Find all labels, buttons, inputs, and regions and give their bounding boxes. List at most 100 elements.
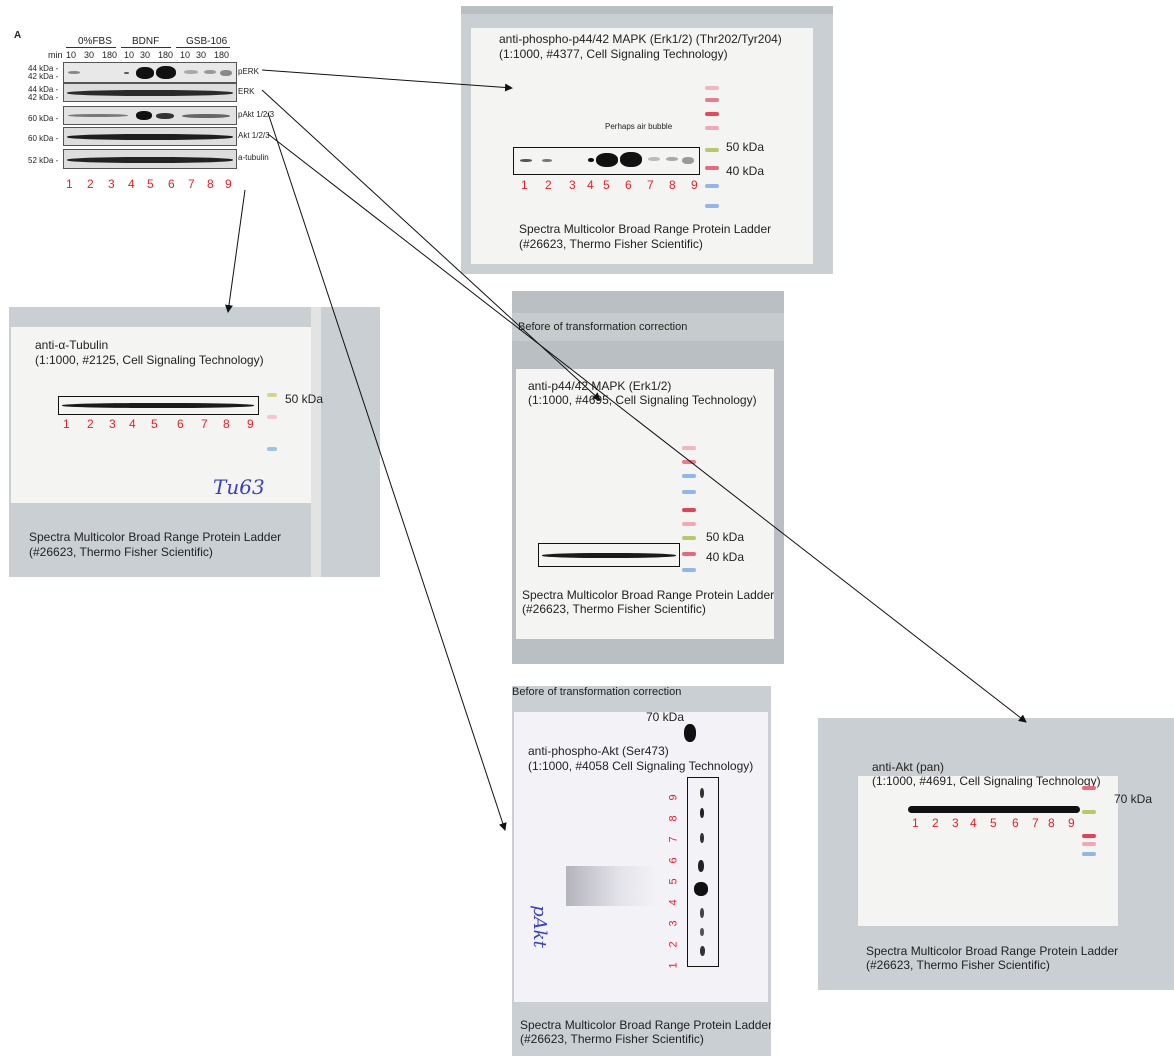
time-label: 10 (124, 50, 135, 60)
ladder (1082, 786, 1096, 866)
ladder-caption: Spectra Multicolor Broad Range Protein L… (522, 588, 775, 602)
lane-number: 4 (970, 816, 977, 830)
membrane (514, 712, 768, 1002)
pakt-scan: Before of transformation correction 70 k… (512, 686, 771, 1056)
lane-number: 3 (109, 417, 116, 431)
time-label: 30 (140, 50, 151, 60)
lane-number: 5 (603, 178, 610, 192)
lane-number: 8 (1048, 816, 1055, 830)
lane-numbers: 9 8 7 6 5 4 3 2 1 (664, 780, 684, 969)
row-label: Akt 1/2/3 (238, 131, 270, 140)
membrane (858, 776, 1118, 926)
time-label: 180 (214, 50, 230, 60)
kda-label: 50 kDa (726, 140, 765, 154)
membrane (11, 327, 311, 503)
lane-number: 3 (667, 920, 680, 927)
lane-number: 6 (168, 177, 175, 191)
handwritten-label: pAkt (528, 905, 550, 948)
ladder-caption: (#26623, Thermo Fisher Scientific) (29, 545, 213, 559)
lane-number: 7 (667, 836, 680, 843)
antibody-dilution: (1:1000, #4058 Cell Signaling Technology… (528, 759, 754, 773)
min-label: min (48, 50, 63, 60)
band-box (58, 396, 259, 415)
perk-strip (63, 62, 237, 83)
ladder-caption: Spectra Multicolor Broad Range Protein L… (519, 222, 772, 236)
lane-number: 3 (108, 177, 115, 191)
ladder-caption: (#26623, Thermo Fisher Scientific) (866, 958, 1050, 972)
ladder-band (684, 724, 696, 742)
antibody-title: anti-p44/42 MAPK (Erk1/2) (528, 379, 672, 393)
kda-label: 50 kDa (285, 392, 324, 406)
lane-number: 9 (691, 178, 698, 192)
erk-scan: Before of transformation correction anti… (512, 291, 784, 664)
ladder-caption: Spectra Multicolor Broad Range Protein L… (866, 944, 1119, 958)
lane-number: 9 (225, 177, 232, 191)
ladder-caption: (#26623, Thermo Fisher Scientific) (520, 1032, 704, 1046)
antibody-title: anti-phospho-Akt (Ser473) (528, 744, 669, 758)
lane-number: 2 (545, 178, 552, 192)
lane-number: 8 (669, 178, 676, 192)
marker-label: 42 kDa - (28, 93, 59, 102)
lane-number: 1 (667, 962, 680, 969)
lane-number: 9 (667, 794, 680, 801)
lane-number: 4 (129, 417, 136, 431)
time-label: 180 (158, 50, 174, 60)
lane-number: 4 (667, 899, 680, 906)
antibody-title: anti-phospho-p44/42 MAPK (Erk1/2) (Thr20… (499, 32, 782, 46)
row-label: pERK (238, 67, 259, 76)
marker-label: 44 kDa - (28, 64, 59, 73)
summary-lane-numbers: 1 2 3 4 5 6 7 8 9 (66, 177, 246, 191)
time-label: 180 (102, 50, 118, 60)
ladder (705, 86, 721, 226)
group-divider (176, 47, 230, 48)
tubulin-scan: anti-α-Tubulin (1:1000, #2125, Cell Sign… (9, 307, 380, 577)
marker-label: 60 kDa - (28, 114, 59, 123)
lane-numbers: 1 2 3 4 5 6 7 8 9 (63, 417, 263, 431)
group-label: GSB-106 (186, 36, 228, 47)
lane-number: 2 (932, 816, 939, 830)
lane-numbers: 1 2 3 4 5 6 7 8 9 (912, 816, 1092, 830)
time-label: 10 (180, 50, 191, 60)
lane-numbers: 1 2 3 4 5 6 7 8 9 (521, 178, 711, 192)
antibody-dilution: (1:1000, #4695, Cell Signaling Technolog… (528, 393, 757, 407)
lane-number: 6 (177, 417, 184, 431)
lane-number: 6 (667, 857, 680, 864)
lane-number: 4 (587, 178, 594, 192)
lane-number: 1 (912, 816, 919, 830)
lane-number: 7 (647, 178, 654, 192)
lane-number: 3 (569, 178, 576, 192)
lane-number: 2 (667, 941, 680, 948)
handwritten-label: Tu63 (213, 475, 265, 499)
lane-number: 4 (128, 177, 135, 191)
marker-label: 52 kDa - (28, 156, 59, 165)
scan-header: Before of transformation correction (518, 321, 688, 333)
lane-number: 8 (207, 177, 214, 191)
lane-number: 8 (223, 417, 230, 431)
lane-number: 3 (952, 816, 959, 830)
antibody-title: anti-α-Tubulin (35, 338, 109, 352)
scan-header: Before of transformation correction (512, 686, 682, 698)
kda-label: 70 kDa (646, 710, 685, 724)
lane-number: 1 (521, 178, 528, 192)
group-divider (66, 47, 116, 48)
lane-number: 2 (87, 177, 94, 191)
ladder-caption: (#26623, Thermo Fisher Scientific) (519, 237, 703, 251)
antibody-title: anti-Akt (pan) (872, 760, 945, 774)
band-box (687, 777, 719, 967)
kda-label: 50 kDa (706, 530, 745, 544)
bubble-note: Perhaps air bubble (605, 122, 673, 131)
ladder-caption: Spectra Multicolor Broad Range Protein L… (520, 1018, 771, 1032)
lane-number: 7 (201, 417, 208, 431)
akt-band (908, 806, 1080, 813)
kda-label: 40 kDa (706, 550, 745, 564)
ladder (267, 393, 279, 453)
akt-strip (63, 127, 237, 146)
lane-number: 7 (188, 177, 195, 191)
ladder (682, 446, 696, 576)
lane-number: 1 (66, 177, 73, 191)
erk-strip (63, 83, 237, 102)
group-label: 0%FBS (78, 36, 112, 47)
ladder-caption: (#26623, Thermo Fisher Scientific) (522, 602, 706, 616)
lane-number: 5 (151, 417, 158, 431)
lane-number: 6 (625, 178, 632, 192)
